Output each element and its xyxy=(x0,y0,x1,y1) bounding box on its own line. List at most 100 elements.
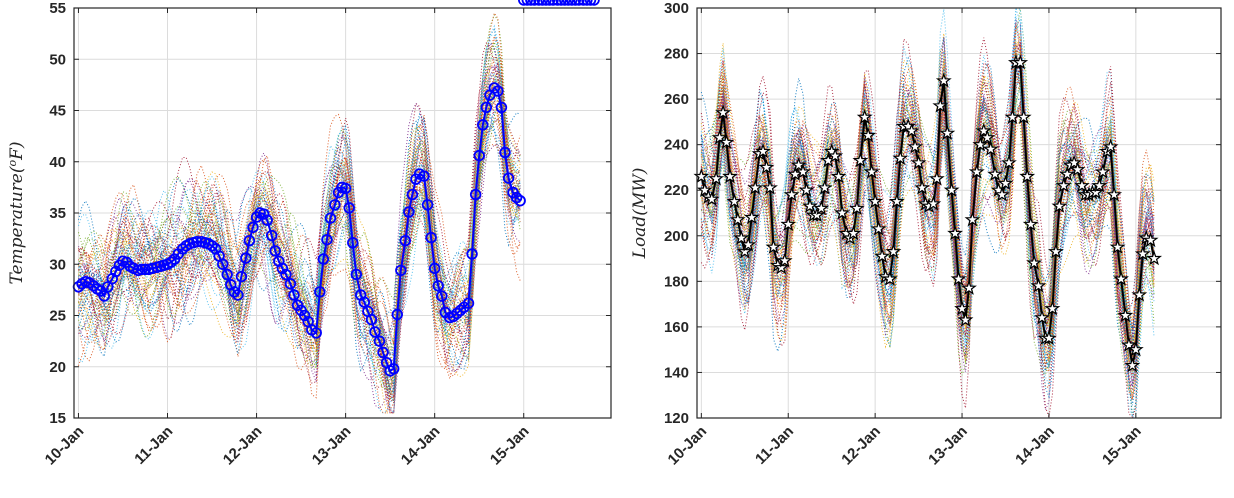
data-point xyxy=(1047,243,1064,259)
scenario-line xyxy=(700,46,1155,365)
scenario-line xyxy=(78,65,521,356)
scenario-line xyxy=(78,71,521,402)
y-tick-label: 45 xyxy=(49,103,66,120)
data-point xyxy=(551,0,564,6)
scenario-line xyxy=(78,123,521,377)
data-point xyxy=(369,326,381,338)
data-point xyxy=(1109,238,1126,254)
data-point xyxy=(975,122,992,138)
data-point xyxy=(310,327,322,339)
temp-markers xyxy=(72,0,600,377)
load-y-axis: 120 140 160 180 200 220 240 260 280 300 xyxy=(664,0,1221,427)
y-tick-label: 160 xyxy=(664,319,689,336)
data-point xyxy=(418,170,430,182)
temperature-chart: 15 20 25 30 35 40 45 50 55 10-Jan 11-Jan 12-Jan 13-J… xyxy=(6,0,612,469)
scenario-line xyxy=(700,66,1155,377)
data-point xyxy=(888,193,905,209)
data-point xyxy=(987,165,1003,181)
data-point xyxy=(139,263,151,276)
data-point xyxy=(454,304,467,317)
data-point xyxy=(514,194,526,207)
data-point xyxy=(543,0,556,6)
data-point xyxy=(432,280,444,292)
data-point xyxy=(577,0,590,6)
data-point xyxy=(722,168,738,184)
load-chart: 120 140 160 180 200 220 240 260 280 300 10-Jan 11-J… xyxy=(630,0,1222,469)
data-point xyxy=(914,179,930,195)
data-point xyxy=(703,190,720,207)
data-point xyxy=(1142,231,1159,248)
x-tick-label: 11-Jan xyxy=(131,423,176,468)
data-point xyxy=(555,0,567,6)
data-point xyxy=(518,0,530,6)
data-point xyxy=(957,311,974,327)
data-point xyxy=(573,0,585,6)
data-point xyxy=(165,256,177,268)
data-point xyxy=(528,0,541,6)
data-point xyxy=(997,175,1014,191)
scenario-line xyxy=(701,8,1155,418)
data-point xyxy=(1127,341,1144,357)
data-point xyxy=(388,363,400,375)
y-tick-label: 200 xyxy=(664,228,689,245)
scenario-line xyxy=(700,62,1155,342)
scenario-line xyxy=(700,29,1155,353)
data-point xyxy=(1113,270,1129,286)
data-point xyxy=(961,279,977,295)
data-point xyxy=(347,237,359,249)
x-tick-label: 13-Jan xyxy=(309,423,355,469)
data-point xyxy=(834,204,851,220)
data-point xyxy=(110,265,122,278)
data-point xyxy=(339,182,352,195)
data-point xyxy=(780,216,797,232)
data-point xyxy=(994,186,1010,202)
data-point xyxy=(247,221,259,234)
data-point xyxy=(399,234,411,247)
data-point xyxy=(525,0,537,6)
scenario-line xyxy=(700,8,1155,341)
data-point xyxy=(852,152,869,168)
data-point xyxy=(1059,165,1076,181)
scenario-line xyxy=(78,34,521,415)
y-tick-label: 240 xyxy=(664,137,689,154)
scenario-line xyxy=(700,9,1155,366)
data-point xyxy=(146,262,159,275)
data-point xyxy=(830,168,847,184)
scenario-line xyxy=(78,43,521,381)
data-point xyxy=(191,235,203,248)
scenario-line xyxy=(700,65,1155,342)
scenario-line xyxy=(701,87,1155,341)
data-point xyxy=(903,122,920,138)
scenario-line xyxy=(700,44,1155,387)
data-point xyxy=(391,308,403,321)
data-point xyxy=(266,229,278,242)
data-point xyxy=(566,0,578,6)
y-tick-label: 35 xyxy=(49,205,66,222)
data-point xyxy=(867,193,884,209)
data-point xyxy=(480,101,493,114)
data-point xyxy=(773,259,790,275)
y-tick-label: 280 xyxy=(664,46,689,63)
data-point xyxy=(726,193,743,209)
y-tick-label: 180 xyxy=(664,273,689,290)
scenario-line xyxy=(78,89,521,375)
data-point xyxy=(469,188,482,201)
data-point xyxy=(795,163,811,179)
data-point xyxy=(863,163,880,179)
scenario-line xyxy=(701,39,1155,372)
data-point xyxy=(733,229,750,245)
scenario-line xyxy=(700,100,1155,343)
data-point xyxy=(581,0,593,6)
data-point xyxy=(874,247,891,263)
x-tick-label: 10-Jan xyxy=(665,423,711,469)
data-point xyxy=(406,188,419,201)
data-point xyxy=(536,0,549,6)
data-point xyxy=(1034,309,1050,325)
x-tick-label: 11-Jan xyxy=(752,423,797,468)
y-tick-label: 220 xyxy=(664,182,689,199)
scenario-line xyxy=(78,55,521,370)
data-point xyxy=(547,0,559,6)
data-point xyxy=(1091,177,1108,193)
scenario-line xyxy=(78,119,521,364)
scenario-line xyxy=(78,93,521,371)
